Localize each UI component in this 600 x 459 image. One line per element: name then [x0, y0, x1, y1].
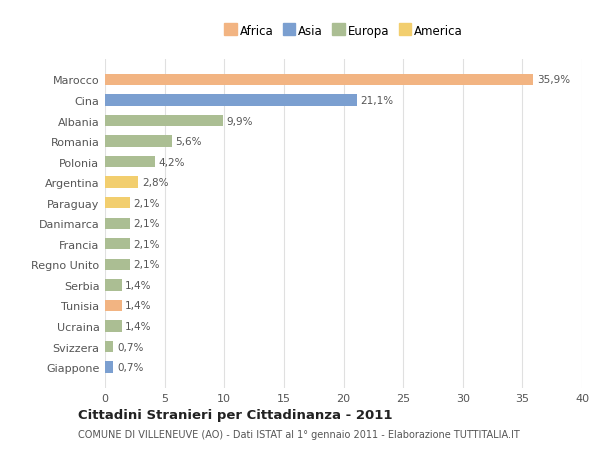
Text: 2,1%: 2,1% — [134, 239, 160, 249]
Text: 1,4%: 1,4% — [125, 321, 152, 331]
Text: 9,9%: 9,9% — [227, 116, 253, 126]
Bar — [105, 157, 155, 168]
Text: 2,1%: 2,1% — [134, 198, 160, 208]
Bar — [105, 198, 130, 209]
Bar — [105, 136, 172, 147]
Text: 0,7%: 0,7% — [117, 342, 143, 352]
Text: 21,1%: 21,1% — [360, 96, 394, 106]
Bar — [105, 280, 122, 291]
Bar — [105, 75, 533, 86]
Text: 2,1%: 2,1% — [134, 260, 160, 270]
Text: 35,9%: 35,9% — [536, 75, 570, 85]
Text: 1,4%: 1,4% — [125, 301, 152, 311]
Text: 1,4%: 1,4% — [125, 280, 152, 290]
Bar — [105, 341, 113, 353]
Text: 5,6%: 5,6% — [175, 137, 202, 147]
Bar — [105, 362, 113, 373]
Bar — [105, 116, 223, 127]
Text: 2,8%: 2,8% — [142, 178, 169, 188]
Text: COMUNE DI VILLENEUVE (AO) - Dati ISTAT al 1° gennaio 2011 - Elaborazione TUTTITA: COMUNE DI VILLENEUVE (AO) - Dati ISTAT a… — [78, 429, 520, 439]
Bar — [105, 300, 122, 311]
Bar — [105, 177, 139, 188]
Text: 4,2%: 4,2% — [158, 157, 185, 167]
Bar — [105, 239, 130, 250]
Text: 0,7%: 0,7% — [117, 362, 143, 372]
Text: 2,1%: 2,1% — [134, 219, 160, 229]
Text: Cittadini Stranieri per Cittadinanza - 2011: Cittadini Stranieri per Cittadinanza - 2… — [78, 408, 392, 421]
Bar — [105, 95, 356, 106]
Bar — [105, 218, 130, 230]
Bar — [105, 321, 122, 332]
Bar — [105, 259, 130, 270]
Legend: Africa, Asia, Europa, America: Africa, Asia, Europa, America — [222, 23, 465, 40]
